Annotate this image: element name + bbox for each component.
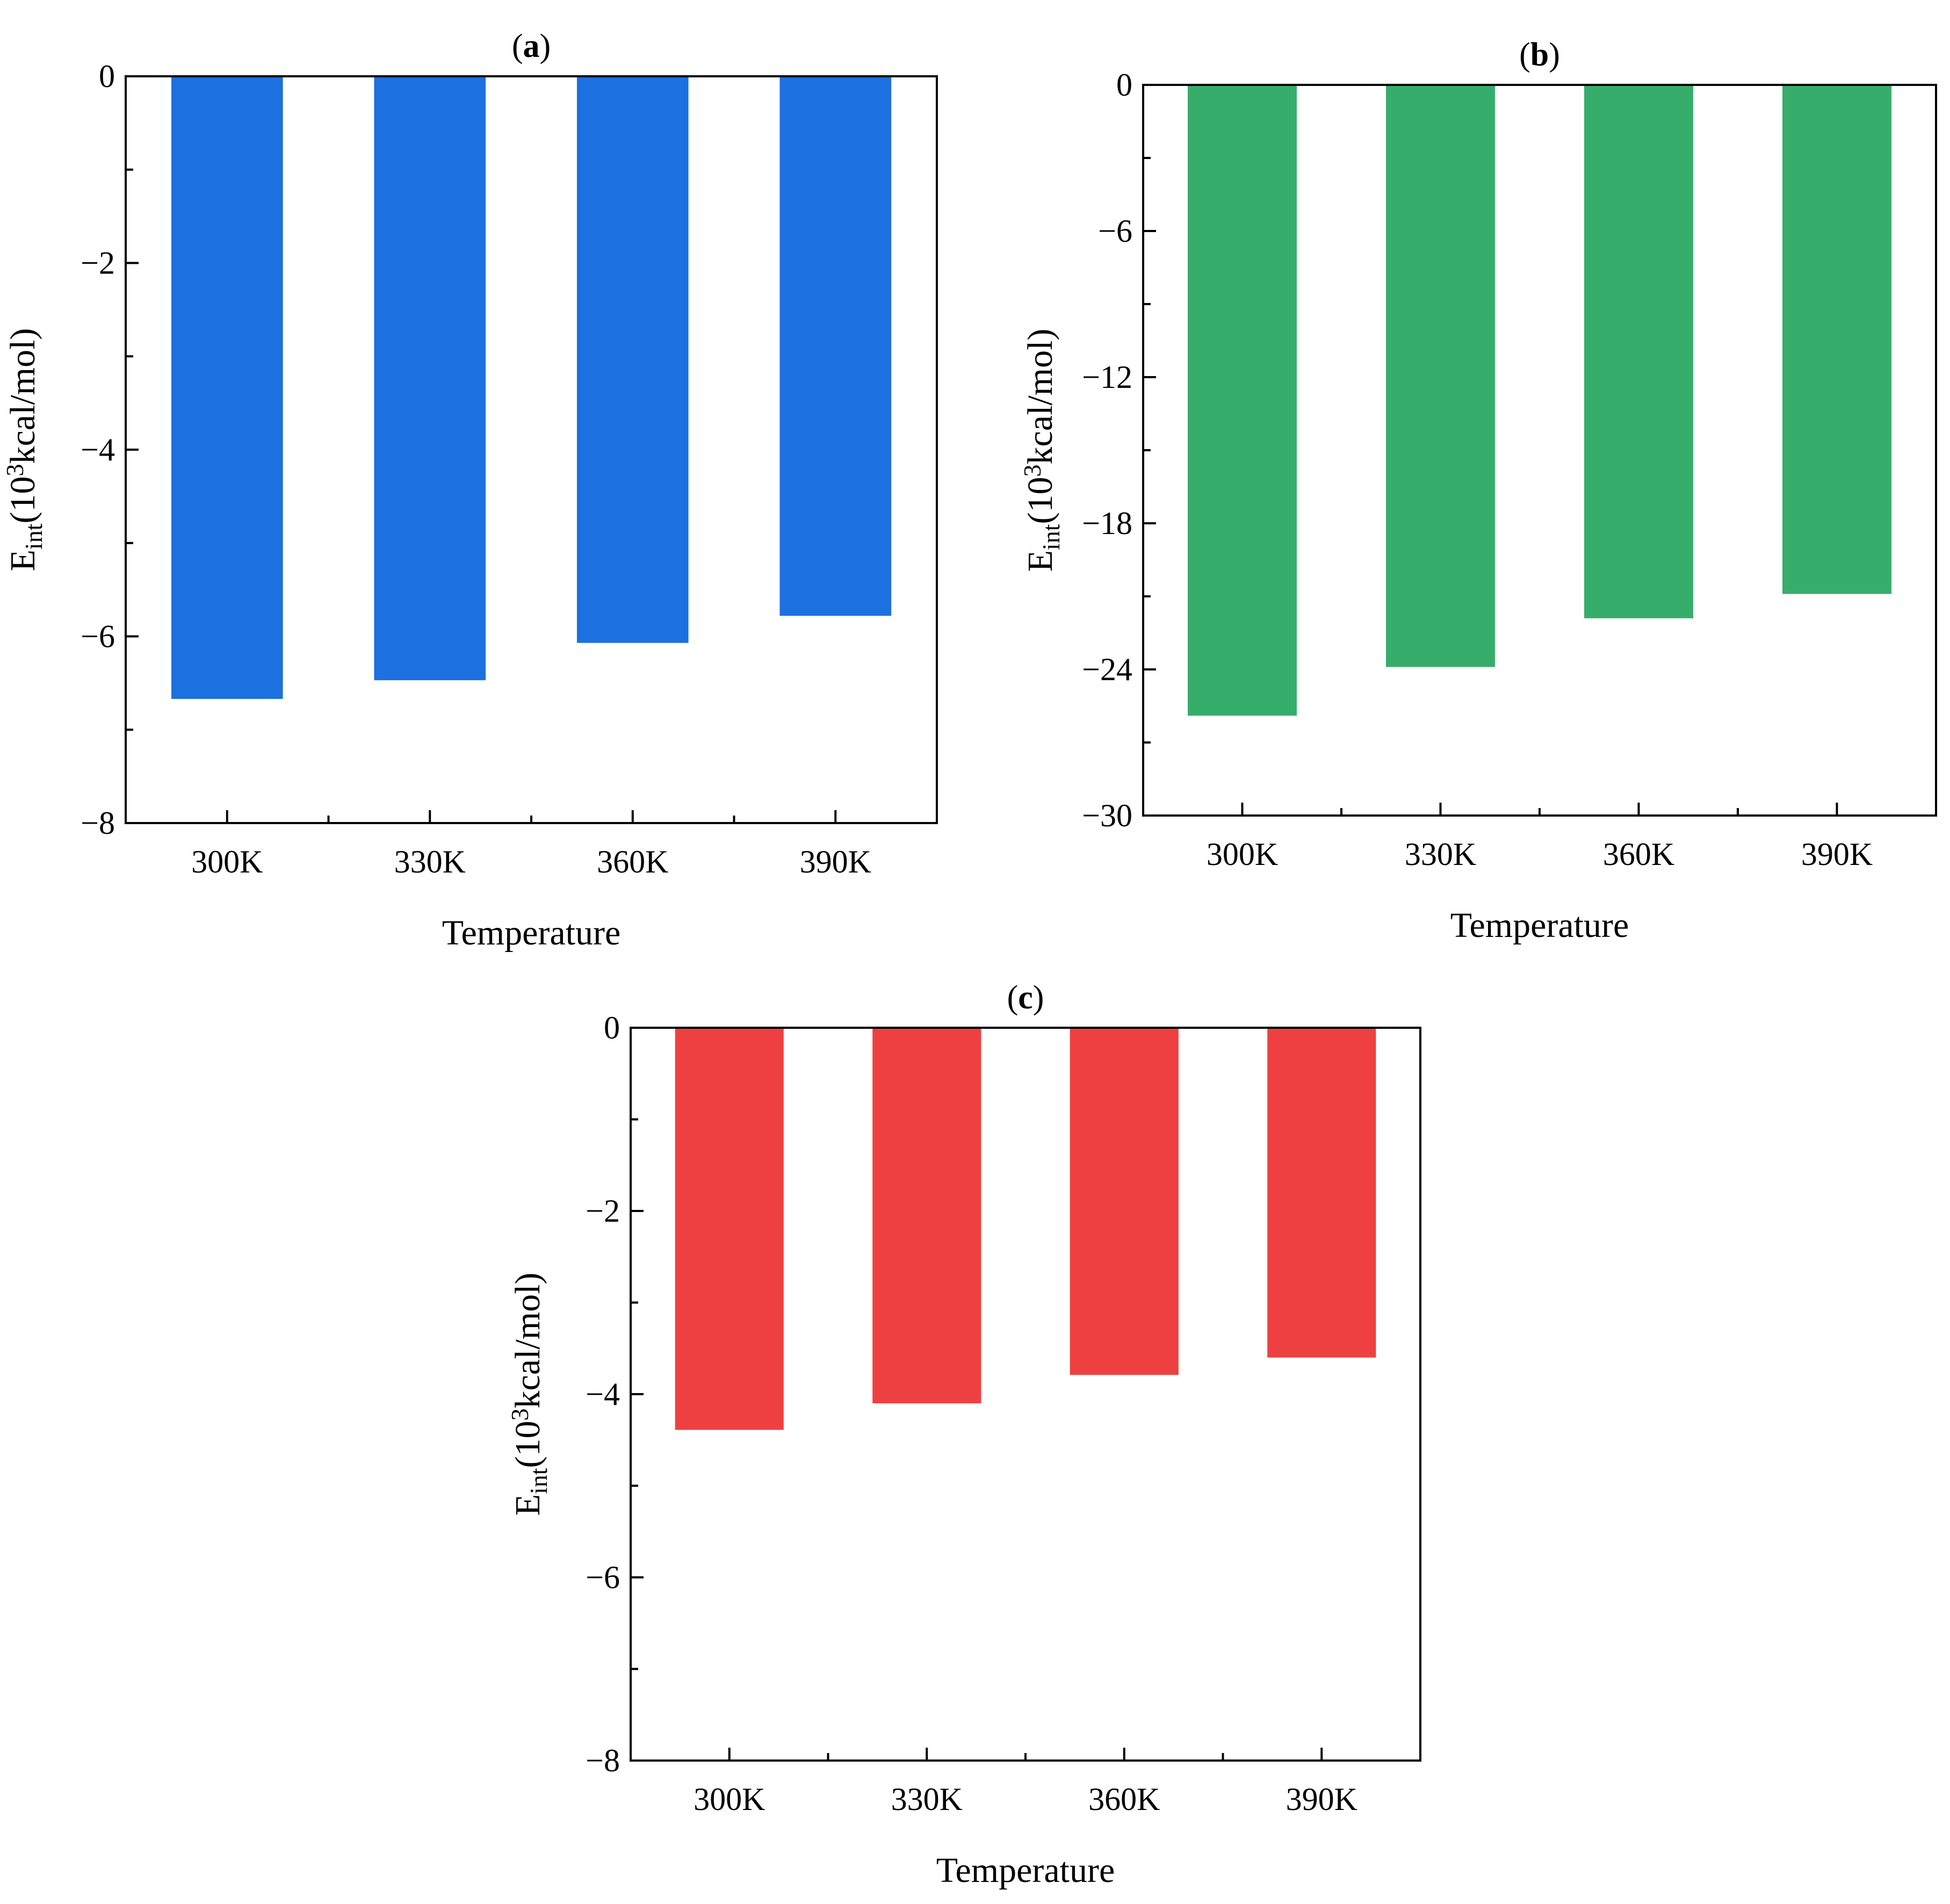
y-axis-title: Eint(103kcal/mol) bbox=[1019, 329, 1064, 572]
y-tick-label: −18 bbox=[1082, 506, 1132, 541]
y-axis-title: Eint(103kcal/mol) bbox=[506, 1273, 552, 1516]
bar-330K bbox=[374, 76, 486, 681]
x-tick-label: 330K bbox=[394, 844, 466, 879]
bar-360K bbox=[1070, 1028, 1179, 1375]
y-tick-label: −4 bbox=[586, 1376, 620, 1412]
x-tick-label: 330K bbox=[1405, 836, 1476, 872]
bar-360K bbox=[1584, 85, 1693, 618]
y-tick-label: 0 bbox=[1116, 67, 1132, 103]
panel-title: (a) bbox=[512, 28, 551, 64]
y-tick-label: −6 bbox=[81, 619, 115, 654]
y-tick-label: −6 bbox=[586, 1560, 620, 1595]
bar-360K bbox=[576, 76, 689, 643]
y-tick-label: 0 bbox=[99, 59, 115, 94]
bar-300K bbox=[171, 76, 283, 699]
chart-panel-b: 0 −6 −12 −18 −24 −30 300K 330K 360K 390K Temperatu… bbox=[1019, 37, 1937, 945]
bar-390K bbox=[1782, 85, 1891, 594]
y-tick-label: −8 bbox=[81, 805, 115, 841]
y-axis-title: Eint(103kcal/mol) bbox=[1, 328, 47, 572]
x-tick-label: 360K bbox=[1603, 836, 1674, 872]
x-tick-label: 390K bbox=[1801, 836, 1873, 872]
panel-title: (c) bbox=[1007, 979, 1044, 1016]
y-tick-label: −24 bbox=[1082, 652, 1132, 687]
y-tick-label: −12 bbox=[1082, 359, 1132, 395]
y-tick-label: −8 bbox=[586, 1743, 620, 1778]
y-tick-label: −2 bbox=[586, 1193, 620, 1229]
x-tick-label: 300K bbox=[694, 1782, 765, 1817]
bar-300K bbox=[1188, 85, 1297, 716]
bar-390K bbox=[1267, 1028, 1376, 1358]
x-tick-label: 390K bbox=[1286, 1782, 1357, 1817]
chart-panel-c: 0 −2 −4 −6 −8 300K 330K 360K 390K Temperature (c) E… bbox=[506, 979, 1421, 1890]
x-tick-label: 330K bbox=[891, 1782, 963, 1817]
x-tick-label: 360K bbox=[597, 844, 668, 879]
y-tick-label: −30 bbox=[1082, 798, 1132, 833]
x-axis-title: Temperature bbox=[442, 913, 621, 953]
x-tick-label: 390K bbox=[800, 844, 871, 879]
y-tick-label: −6 bbox=[1098, 213, 1132, 249]
y-tick-label: −2 bbox=[81, 246, 115, 281]
bar-390K bbox=[779, 76, 892, 616]
bar-300K bbox=[675, 1028, 784, 1430]
chart-panel-a: 0 −2 −4 −6 −8 300K 330K 360K 390K Temperature (a) E… bbox=[1, 28, 938, 953]
x-tick-label: 360K bbox=[1088, 1782, 1160, 1817]
x-tick-label: 300K bbox=[191, 844, 263, 879]
y-tick-label: 0 bbox=[604, 1010, 620, 1045]
x-axis-title: Temperature bbox=[936, 1851, 1115, 1890]
x-tick-label: 300K bbox=[1207, 836, 1278, 872]
x-axis-title: Temperature bbox=[1450, 906, 1629, 945]
bar-330K bbox=[1386, 85, 1495, 667]
panel-title: (b) bbox=[1519, 37, 1560, 73]
y-tick-label: −4 bbox=[81, 432, 115, 467]
bar-330K bbox=[872, 1028, 981, 1404]
